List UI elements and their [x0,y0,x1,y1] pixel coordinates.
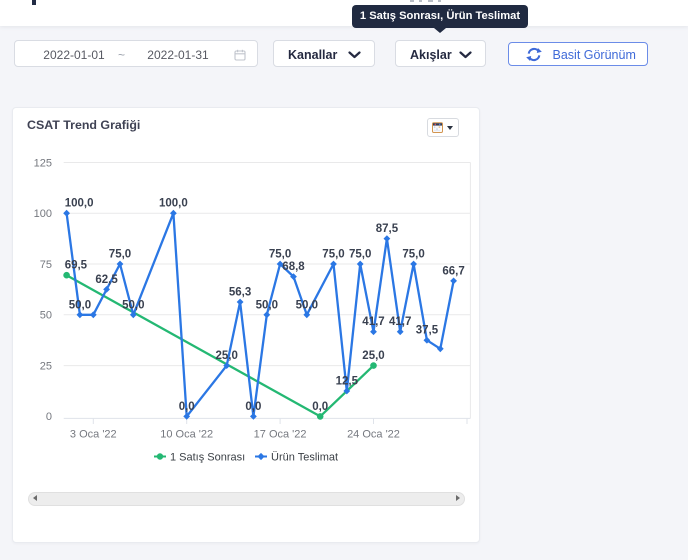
svg-text:62,5: 62,5 [95,274,118,286]
svg-text:24 Oca '22: 24 Oca '22 [347,429,400,441]
svg-text:3 Oca '22: 3 Oca '22 [70,429,117,441]
svg-text:25,0: 25,0 [362,350,384,362]
svg-text:41,7: 41,7 [389,316,411,328]
svg-text:66,7: 66,7 [442,265,464,277]
svg-text:100: 100 [34,208,52,220]
svg-text:1 Satış Sonrası: 1 Satış Sonrası [170,452,245,464]
svg-text:75,0: 75,0 [109,249,131,261]
svg-text:50,0: 50,0 [122,299,144,311]
svg-text:17 Oca '22: 17 Oca '22 [254,429,307,441]
svg-text:50,0: 50,0 [296,299,318,311]
svg-text:100,0: 100,0 [65,198,94,210]
svg-text:56,3: 56,3 [229,287,251,299]
svg-text:87,5: 87,5 [376,223,399,235]
svg-text:125: 125 [34,157,52,169]
svg-text:50: 50 [40,310,52,322]
svg-text:75,0: 75,0 [322,249,344,261]
svg-text:100,0: 100,0 [159,198,188,210]
svg-text:50,0: 50,0 [69,299,91,311]
svg-text:37,5: 37,5 [416,325,439,337]
svg-text:75,0: 75,0 [402,249,424,261]
svg-text:50,0: 50,0 [256,299,278,311]
svg-text:75,0: 75,0 [349,249,371,261]
svg-text:75,0: 75,0 [269,249,291,261]
svg-text:0,0: 0,0 [179,401,195,413]
svg-text:75: 75 [40,259,52,271]
svg-text:Ürün Teslimat: Ürün Teslimat [271,452,338,464]
svg-text:69,5: 69,5 [65,260,88,272]
svg-text:0,0: 0,0 [312,401,328,413]
svg-text:10 Oca '22: 10 Oca '22 [160,429,213,441]
svg-text:25,0: 25,0 [216,350,238,362]
svg-text:0: 0 [46,411,52,423]
svg-text:25: 25 [40,360,52,372]
svg-text:12,5: 12,5 [336,376,359,388]
svg-text:68,8: 68,8 [282,261,305,273]
svg-text:41,7: 41,7 [362,316,384,328]
svg-text:0,0: 0,0 [245,401,261,413]
